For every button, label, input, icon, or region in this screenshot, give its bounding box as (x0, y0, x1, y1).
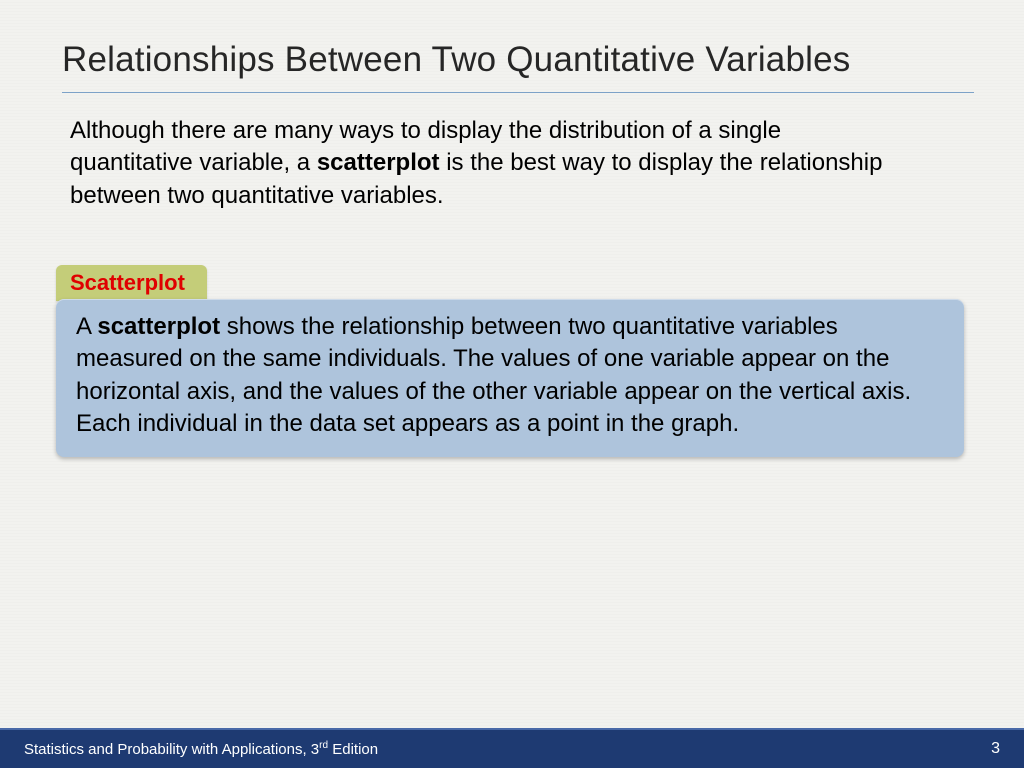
title-underline (62, 92, 974, 93)
page-number: 3 (991, 740, 1000, 758)
definition-bold: scatterplot (97, 313, 220, 340)
definition-pre: A (76, 313, 97, 340)
footer-book-sup: rd (319, 740, 328, 751)
footer-book-pre: Statistics and Probability with Applicat… (24, 741, 319, 758)
slide-title: Relationships Between Two Quantitative V… (62, 40, 962, 80)
slide: Relationships Between Two Quantitative V… (0, 0, 1024, 768)
footer-book-title: Statistics and Probability with Applicat… (24, 740, 378, 758)
definition-box: A scatterplot shows the relationship bet… (56, 299, 964, 457)
slide-footer: Statistics and Probability with Applicat… (0, 728, 1024, 768)
footer-book-post: Edition (328, 741, 378, 758)
scatterplot-tag: Scatterplot (56, 265, 207, 301)
intro-paragraph: Although there are many ways to display … (70, 115, 904, 212)
intro-bold: scatterplot (317, 149, 440, 176)
